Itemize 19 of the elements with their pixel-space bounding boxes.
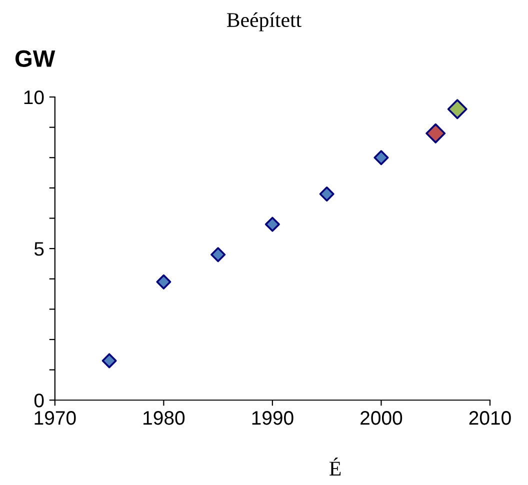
- y-tick-label: 10: [24, 90, 44, 104]
- x-tick-label: 1990: [252, 411, 294, 425]
- y-tick-label: 5: [34, 242, 44, 256]
- x-tick-label: 1970: [34, 411, 76, 425]
- chart-title: Beépített: [226, 12, 302, 32]
- point: [210, 247, 226, 262]
- x-tick-label: 1980: [144, 411, 185, 425]
- x-tick-label: 2010: [469, 411, 511, 425]
- x-axis-title: É: [330, 458, 341, 476]
- point: [374, 150, 389, 166]
- point: [426, 123, 446, 144]
- y-tick-label: 0: [34, 394, 44, 408]
- point: [319, 186, 334, 202]
- point: [102, 353, 117, 368]
- y-axis-title: GW: [15, 50, 56, 67]
- point: [447, 99, 468, 120]
- point: [156, 274, 172, 290]
- x-tick-label: 2000: [360, 411, 402, 425]
- point: [264, 216, 280, 232]
